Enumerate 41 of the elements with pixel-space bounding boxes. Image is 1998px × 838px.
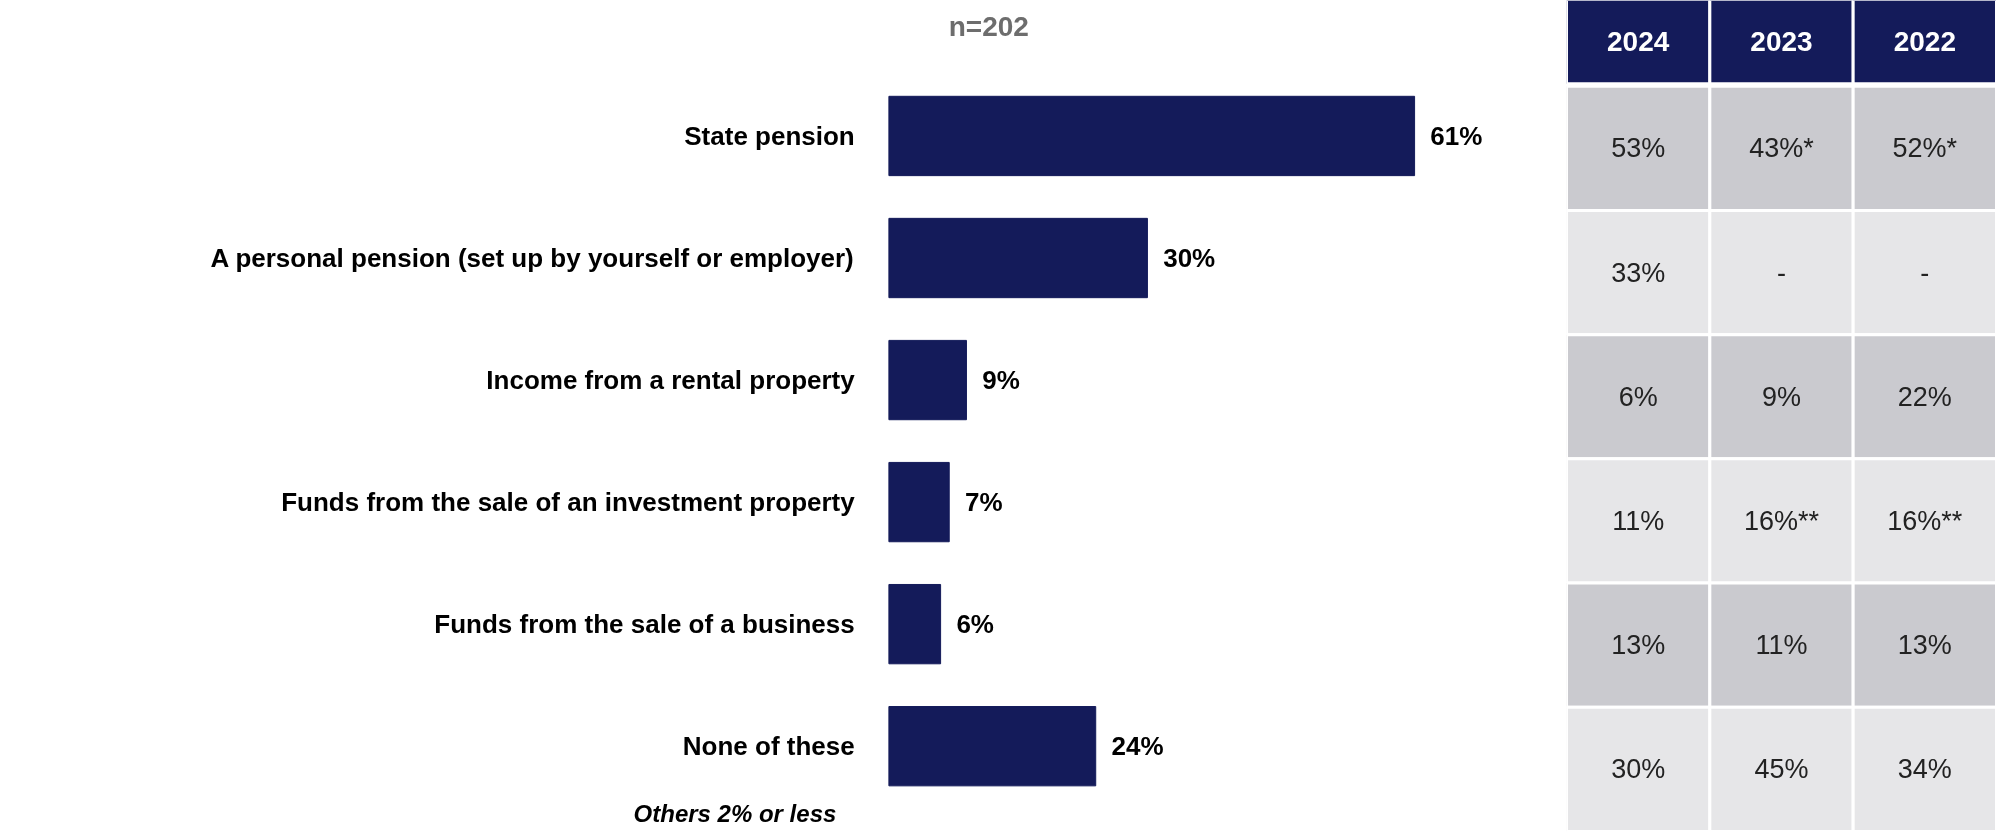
text: 11%	[1612, 505, 1665, 536]
text: 45%	[1754, 754, 1809, 785]
data-label: 24%	[1111, 731, 1164, 762]
text: 13%	[1611, 630, 1666, 661]
text: -	[1920, 258, 1930, 289]
bar	[888, 217, 1148, 299]
data-label: 7%	[964, 487, 1003, 518]
text: 30%	[1611, 754, 1666, 785]
chart-subtitle: n=202	[948, 10, 1029, 42]
category-label: 2023	[1750, 25, 1813, 57]
bar	[888, 95, 1416, 177]
bar	[888, 339, 967, 421]
y-tick-label: A personal pension (set up by yourself or employer)	[210, 243, 854, 274]
category-label: 2022	[1893, 25, 1956, 57]
text: 16%**	[1887, 505, 1963, 536]
y-tick-label: None of these	[682, 731, 855, 762]
data-label: 6%	[956, 609, 994, 640]
text: Others 2% or less	[633, 799, 837, 827]
text: 52%*	[1892, 133, 1958, 164]
text: -	[1777, 258, 1786, 289]
y-tick-label: Funds from the sale of a business	[434, 609, 855, 640]
text: 34%	[1897, 754, 1952, 785]
data-label: 61%	[1430, 120, 1483, 151]
category-label: 2024	[1607, 25, 1670, 57]
text: 43%*	[1749, 133, 1814, 164]
bar	[888, 706, 1097, 787]
text: 6%	[1618, 381, 1658, 412]
text: 33%	[1611, 257, 1666, 288]
text: 16%**	[1743, 505, 1820, 536]
bar	[888, 461, 950, 543]
data-label: 9%	[982, 365, 1020, 396]
text: 11%	[1755, 630, 1808, 661]
y-tick-label: State pension	[684, 120, 855, 151]
text: 13%	[1897, 630, 1952, 661]
bar	[888, 583, 942, 665]
data-label: 30%	[1163, 243, 1216, 274]
text: 53%	[1611, 133, 1666, 164]
text: 9%	[1761, 381, 1802, 412]
text: 22%	[1897, 381, 1952, 412]
y-tick-label: Income from a rental property	[486, 365, 856, 396]
y-tick-label: Funds from the sale of an investment property	[281, 487, 856, 518]
